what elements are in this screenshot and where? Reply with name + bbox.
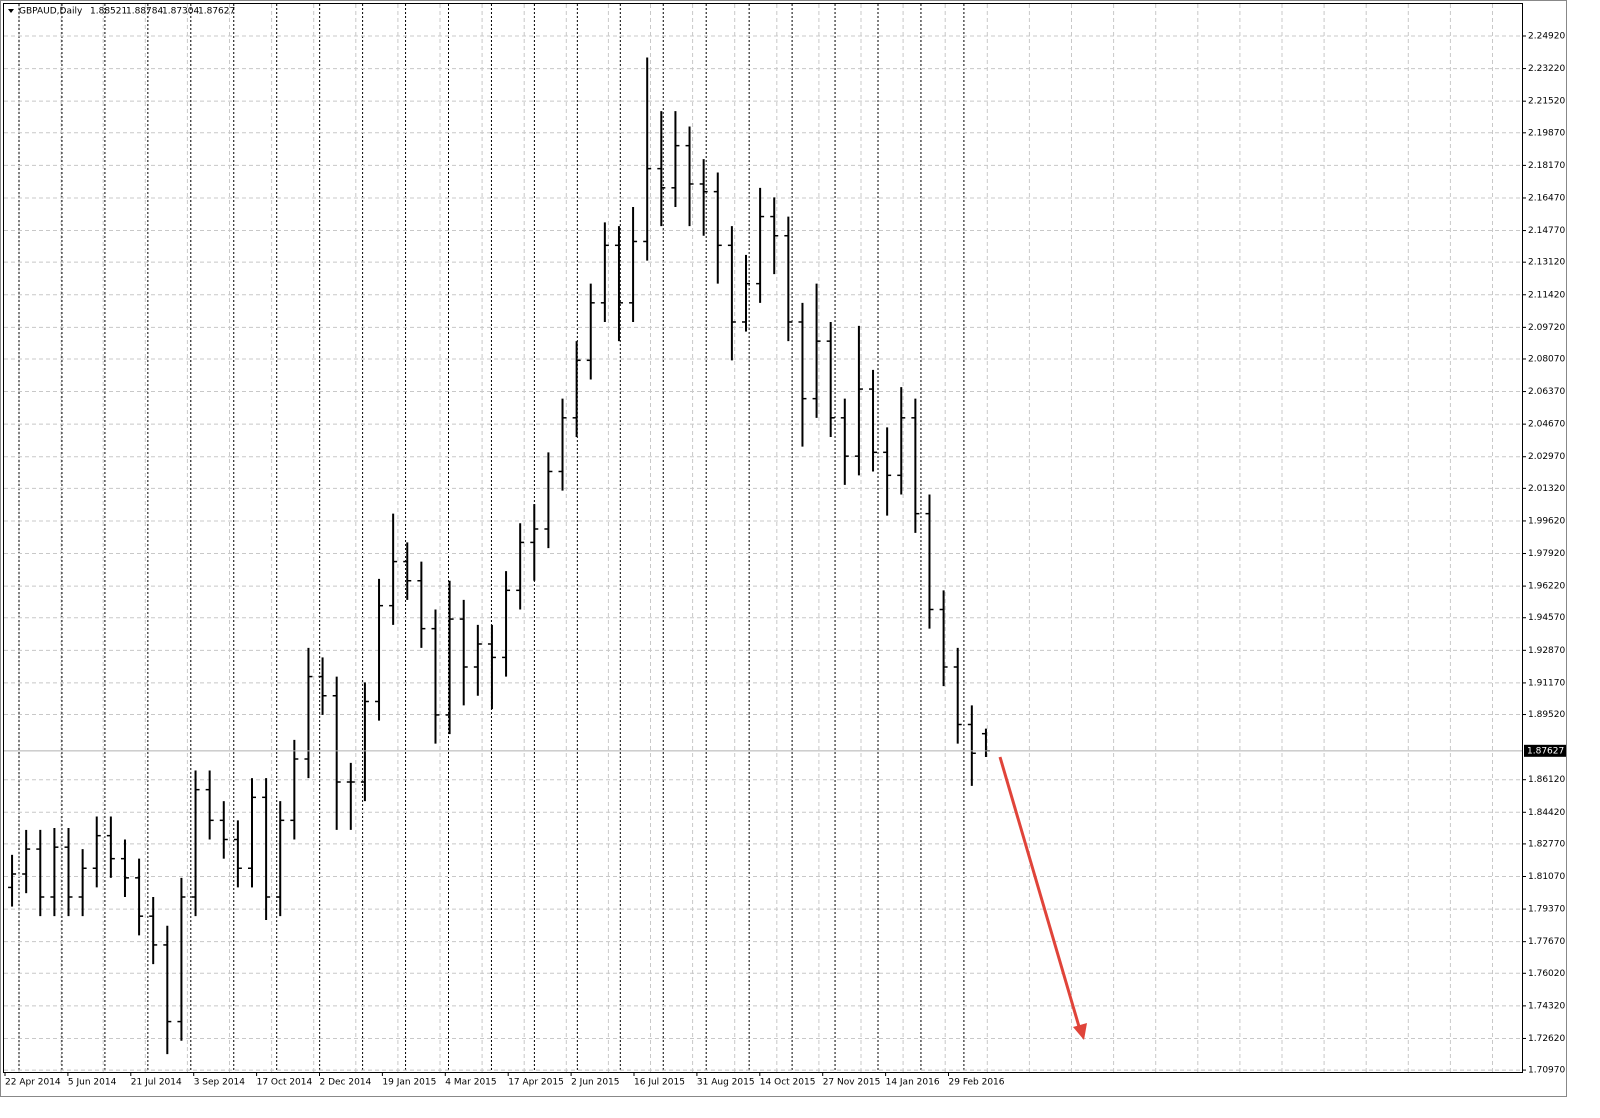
y-tick-label: 1.72620 <box>1528 1034 1565 1044</box>
y-tick-label: 2.01320 <box>1528 484 1565 494</box>
x-tick-label: 5 Jun 2014 <box>68 1078 117 1088</box>
x-tick-label: 3 Sep 2014 <box>194 1078 246 1088</box>
x-tick-label: 17 Oct 2014 <box>257 1078 313 1088</box>
y-tick-label: 1.91170 <box>1528 678 1565 688</box>
symbol: GBPAUD,Daily <box>19 7 83 17</box>
y-tick-label: 1.96220 <box>1528 582 1565 592</box>
x-tick-label: 21 Jul 2014 <box>131 1078 182 1088</box>
y-tick-label: 1.77670 <box>1528 937 1565 947</box>
y-tick-label: 2.21520 <box>1528 97 1565 107</box>
x-tick-label: 14 Jan 2016 <box>886 1078 940 1088</box>
trend-arrow-head <box>1073 1023 1087 1040</box>
header-high: 1.88784 <box>126 7 163 17</box>
header-open: 1.88521 <box>90 7 127 17</box>
y-tick-label: 1.94570 <box>1528 613 1565 623</box>
y-tick-label: 1.92870 <box>1528 646 1565 656</box>
y-tick-label: 2.11420 <box>1528 290 1565 300</box>
y-tick-label: 1.89520 <box>1528 710 1565 720</box>
y-tick-label: 1.82770 <box>1528 839 1565 849</box>
price-box <box>1524 744 1566 757</box>
header-low: 1.87304 <box>162 7 199 17</box>
y-tick-label: 2.06370 <box>1528 387 1565 397</box>
y-tick-label: 2.16470 <box>1528 193 1565 203</box>
x-tick-label: 31 Aug 2015 <box>697 1078 755 1088</box>
y-tick-label: 1.97920 <box>1528 549 1565 559</box>
y-tick-label: 1.79370 <box>1528 905 1565 915</box>
x-tick-label: 4 Mar 2015 <box>445 1078 496 1088</box>
y-tick-label: 1.84420 <box>1528 808 1565 818</box>
x-tick-label: 17 Apr 2015 <box>508 1078 564 1088</box>
trend-arrow <box>998 756 1082 1031</box>
y-tick-label: 2.09720 <box>1528 323 1565 333</box>
x-tick-label: 2 Jun 2015 <box>571 1078 619 1088</box>
header-close: 1.87627 <box>198 7 235 17</box>
y-tick-label: 2.23220 <box>1528 64 1565 74</box>
y-tick-label: 2.19870 <box>1528 128 1565 138</box>
x-tick-label: 2 Dec 2014 <box>320 1078 372 1088</box>
plot-frame <box>3 3 1523 1073</box>
x-tick-label: 19 Jan 2015 <box>382 1078 436 1088</box>
y-tick-label: 1.70970 <box>1528 1066 1565 1076</box>
y-tick-label: 2.04670 <box>1528 420 1565 430</box>
y-tick-label: 2.08070 <box>1528 354 1565 364</box>
plot-layer <box>4 4 1522 1072</box>
y-tick-label: 1.99620 <box>1528 516 1565 526</box>
y-tick-label: 2.02970 <box>1528 452 1565 462</box>
x-tick-label: 29 Feb 2016 <box>949 1078 1005 1088</box>
window-frame <box>0 0 1567 1097</box>
y-tick-label: 2.18170 <box>1528 161 1565 171</box>
y-tick-label: 1.81070 <box>1528 872 1565 882</box>
y-tick-label: 1.76020 <box>1528 969 1565 979</box>
x-tick-label: 27 Nov 2015 <box>823 1078 881 1088</box>
x-tick-label: 14 Oct 2015 <box>760 1078 816 1088</box>
y-tick-label: 1.86120 <box>1528 775 1565 785</box>
x-tick-label: 16 Jul 2015 <box>634 1078 685 1088</box>
price-label: 1.87627 <box>1527 746 1564 756</box>
x-tick-label: 22 Apr 2014 <box>5 1078 61 1088</box>
y-tick-label: 2.14770 <box>1528 226 1565 236</box>
y-tick-label: 2.13120 <box>1528 258 1565 268</box>
y-tick-label: 1.74320 <box>1528 1001 1565 1011</box>
y-tick-label: 2.24920 <box>1528 32 1565 42</box>
menu-arrow[interactable] <box>8 9 14 13</box>
